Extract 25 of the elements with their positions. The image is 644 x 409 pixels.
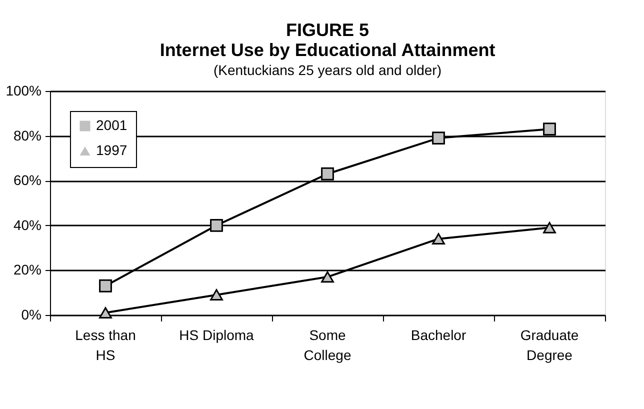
x-tick-label: Less than HS <box>75 327 136 363</box>
y-tick-label: 0% <box>21 306 42 322</box>
point <box>432 132 445 144</box>
y-tick-label: 20% <box>13 262 42 278</box>
chart-subtitle: (Kentuckians 25 years old and older) <box>213 62 442 78</box>
legend-label: 2001 <box>96 117 128 133</box>
y-tick-label: 40% <box>13 216 42 233</box>
legend-label: 1997 <box>96 142 128 158</box>
y-tick-label: 60% <box>13 172 42 188</box>
point <box>99 279 112 292</box>
x-tick-label: Bachelor <box>410 327 466 343</box>
point <box>210 289 223 301</box>
point <box>321 167 334 180</box>
x-tick-label: HS Diploma <box>179 327 254 343</box>
point <box>99 307 112 318</box>
point <box>210 218 223 232</box>
x-tick-label: Graduate Degree <box>520 327 579 363</box>
point <box>321 271 334 283</box>
y-tick-label: 80% <box>13 127 42 144</box>
chart-title: FIGURE 5 Internet Use by Educational Attainment <box>160 20 496 60</box>
y-tick-label: 100% <box>6 82 42 98</box>
x-tick-label: Some College <box>304 327 352 363</box>
point <box>432 233 445 245</box>
point <box>543 222 556 234</box>
point <box>543 122 556 136</box>
